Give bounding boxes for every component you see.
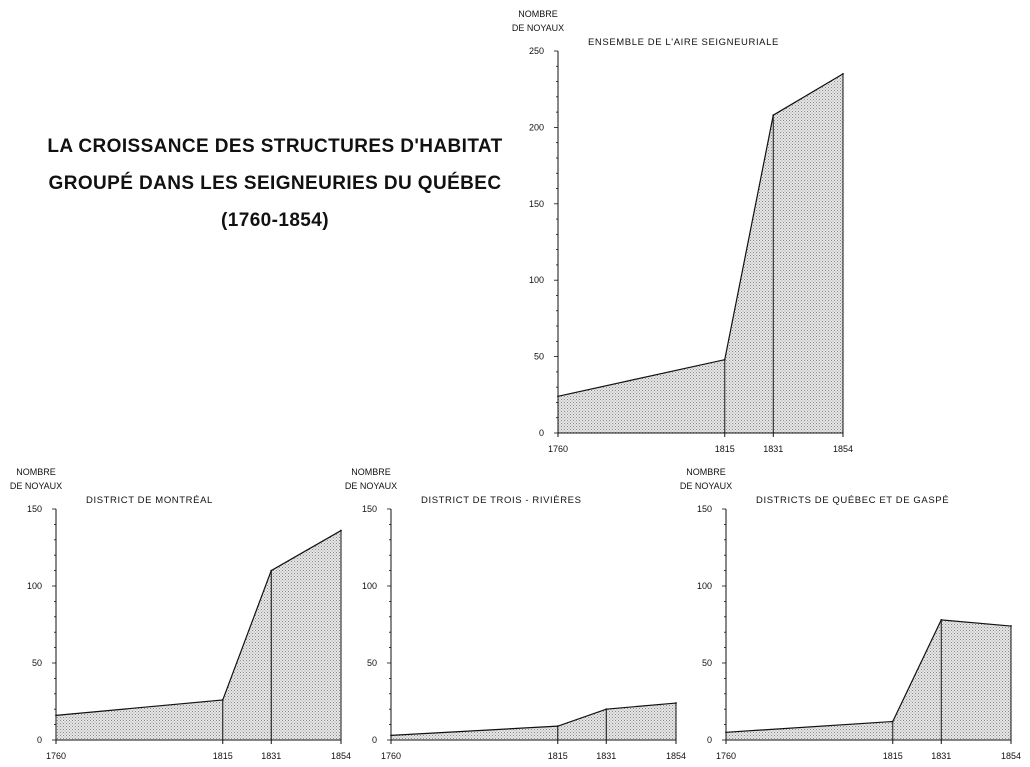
x-tick-label-1760: 1760 <box>548 444 568 454</box>
area-fill <box>726 619 1011 740</box>
series-line <box>557 73 844 397</box>
main-title: LA CROISSANCE DES STRUCTURES D'HABITAT G… <box>40 128 510 239</box>
y-tick-label-100: 100 <box>697 581 712 591</box>
chart-panel-3: 0 50 100 150 1760 1815 1831 1854 NOMBRE DE NOYAUX… <box>345 467 686 761</box>
data-point-1854 <box>1010 625 1012 627</box>
y-axis-title-line-1: NOMBRE <box>351 467 391 477</box>
x-tick-label-1854: 1854 <box>331 751 351 761</box>
series-line <box>55 530 342 716</box>
data-point-1831 <box>605 708 608 711</box>
y-tick-label-100: 100 <box>27 581 42 591</box>
y-axis-title-line-2: DE NOYAUX <box>680 481 732 491</box>
data-point-1831 <box>270 569 273 572</box>
y-tick-label-0: 0 <box>707 735 712 745</box>
y-tick-label-50: 50 <box>702 658 712 668</box>
panel-title: ENSEMBLE DE L'AIRE SEIGNEURIALE <box>588 37 779 48</box>
y-tick-label-150: 150 <box>27 504 42 514</box>
chart-panel-1: 0 50 100 150 200 250 1760 1815 1831 1854 NOMBRE DE … <box>512 9 853 454</box>
y-tick-label-0: 0 <box>37 735 42 745</box>
series-line <box>390 702 677 736</box>
x-tick-label-1760: 1760 <box>716 751 736 761</box>
series-line <box>725 619 1012 733</box>
data-point-1854 <box>842 73 844 75</box>
area-fill <box>56 530 341 740</box>
x-tick-label-1831: 1831 <box>931 751 951 761</box>
main-title-line-1: LA CROISSANCE DES STRUCTURES D'HABITAT <box>47 136 503 157</box>
panel-title: DISTRICTS DE QUÉBEC ET DE GASPÉ <box>756 495 949 506</box>
main-title-line-2: GROUPÉ DANS LES SEIGNEURIES DU QUÉBEC <box>48 173 502 194</box>
x-tick-label-1854: 1854 <box>666 751 686 761</box>
y-tick-label-100: 100 <box>529 275 544 285</box>
panel-title: DISTRICT DE TROIS - RIVIÈRES <box>421 495 582 506</box>
area-fill <box>391 703 676 740</box>
y-tick-label-50: 50 <box>367 658 377 668</box>
y-tick-label-50: 50 <box>32 658 42 668</box>
x-tick-label-1815: 1815 <box>213 751 233 761</box>
y-tick-label-250: 250 <box>529 46 544 56</box>
data-point-1815 <box>723 358 726 361</box>
x-tick-label-1831: 1831 <box>261 751 281 761</box>
y-tick-label-200: 200 <box>529 122 544 132</box>
y-tick-label-150: 150 <box>529 199 544 209</box>
x-tick-label-1815: 1815 <box>883 751 903 761</box>
x-tick-label-1831: 1831 <box>596 751 616 761</box>
y-axis-title-line-2: DE NOYAUX <box>512 23 564 33</box>
y-tick-label-150: 150 <box>697 504 712 514</box>
x-tick-label-1760: 1760 <box>381 751 401 761</box>
data-point-1815 <box>556 725 559 728</box>
y-axis-title-line-1: NOMBRE <box>518 9 558 19</box>
x-tick-label-1760: 1760 <box>46 751 66 761</box>
chart-panel-4: 0 50 100 150 1760 1815 1831 1854 NOMBRE DE NOYAUX… <box>680 467 1021 761</box>
data-point-1854 <box>675 702 677 704</box>
y-axis-title-line-2: DE NOYAUX <box>10 481 62 491</box>
data-point-1831 <box>940 618 943 621</box>
y-axis-title-line-1: NOMBRE <box>686 467 726 477</box>
main-title-line-3: (1760-1854) <box>221 210 329 231</box>
data-point-1815 <box>221 699 224 701</box>
x-tick-label-1815: 1815 <box>548 751 568 761</box>
panel-title: DISTRICT DE MONTRÉAL <box>86 495 213 506</box>
area-fill <box>558 73 843 434</box>
data-point-1831 <box>772 114 775 117</box>
y-tick-label-50: 50 <box>534 352 544 362</box>
y-axis-title-line-1: NOMBRE <box>16 467 56 477</box>
y-tick-label-150: 150 <box>362 504 377 514</box>
y-tick-label-0: 0 <box>372 735 377 745</box>
x-tick-label-1815: 1815 <box>715 444 735 454</box>
x-tick-label-1854: 1854 <box>1001 751 1021 761</box>
y-axis-title-line-2: DE NOYAUX <box>345 481 397 491</box>
data-point-1815 <box>891 720 894 723</box>
data-point-1854 <box>340 529 342 532</box>
x-tick-label-1854: 1854 <box>833 444 853 454</box>
chart-panel-2: 0 50 100 150 1760 1815 1831 1854 NOMBRE DE NOYAUX… <box>10 467 351 761</box>
y-tick-label-100: 100 <box>362 581 377 591</box>
x-tick-label-1831: 1831 <box>763 444 783 454</box>
y-tick-label-0: 0 <box>539 428 544 438</box>
